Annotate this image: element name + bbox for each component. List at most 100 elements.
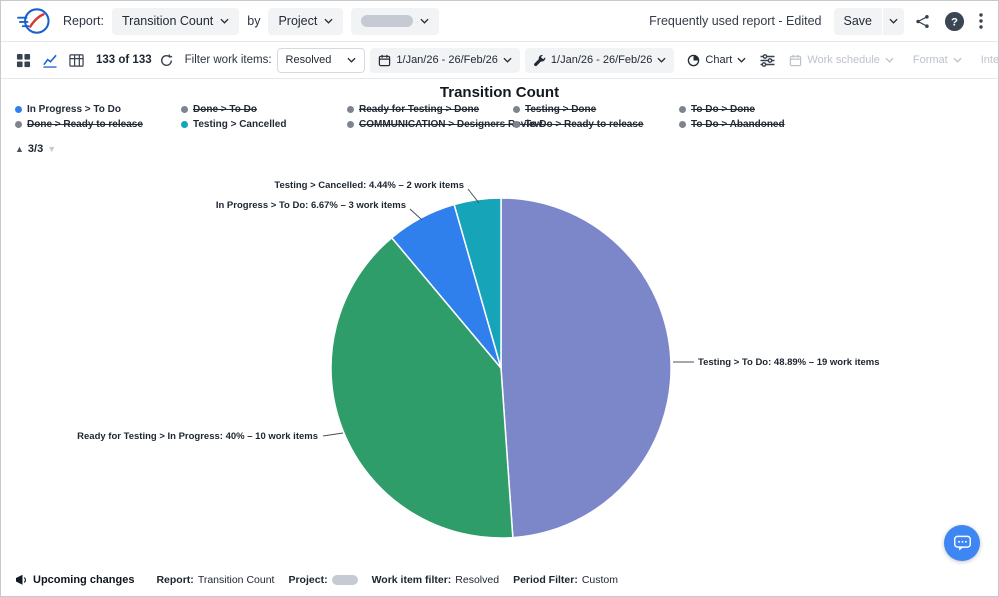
period-range-value: 1/Jan/26 - 26/Feb/26 [396,54,498,66]
line-chart-icon [43,54,57,68]
chevron-down-icon [657,57,666,63]
legend-dot-icon [513,106,520,113]
upcoming-changes-label: Upcoming changes [33,574,135,586]
legend-label: Testing > Cancelled [193,119,287,130]
footer-report-summary: Report: Transition Count [156,574,274,586]
legend-item[interactable]: To Do > Done [679,103,845,116]
legend-label: Done > To Do [193,104,257,115]
grid-view-button[interactable] [13,51,34,70]
legend-dot-icon [513,121,520,128]
group-by-select[interactable]: Project [268,7,344,35]
custom-period-select[interactable]: 1/Jan/26 - 26/Feb/26 [524,47,675,73]
save-split-button: Save [833,7,904,35]
legend-item[interactable]: To Do > Abandoned [679,118,845,131]
footer-report-value: Transition Count [197,574,275,586]
leader-line-ready-testing [322,432,344,437]
legend-page-indicator: 3/3 [27,143,44,155]
legend-label: In Progress > To Do [27,104,121,115]
wrench-icon [533,54,546,66]
chevron-down-icon [889,18,898,24]
app-logo-icon[interactable] [13,3,55,39]
save-options-button[interactable] [883,7,904,35]
save-button[interactable]: Save [833,7,882,35]
work-item-count: 133 of 133 [96,54,152,66]
legend-pager: ▲ 3/3 ▼ [15,143,56,155]
interval-select[interactable]: Interval [973,48,999,73]
project-select[interactable] [351,7,440,35]
legend-label: To Do > Ready to release [525,119,644,130]
legend-dot-icon [679,121,686,128]
legend-dot-icon [181,106,188,113]
redacted-project-name [331,575,358,585]
pie-slice[interactable] [500,197,672,539]
format-select[interactable]: Format [905,48,970,73]
by-label: by [247,14,261,28]
legend-label: To Do > Abandoned [691,119,785,130]
legend-item[interactable]: Done > Ready to release [15,118,181,131]
slice-label-testing-todo: Testing > To Do: 48.89% – 19 work items [698,357,880,368]
share-icon [916,14,929,28]
pie-slice[interactable] [330,237,514,539]
legend-dot-icon [347,106,354,113]
chart-type-value: Chart [705,54,733,66]
legend-item[interactable]: In Progress > To Do [15,103,181,116]
chart-type-select[interactable]: Chart [679,48,754,73]
legend-item[interactable]: To Do > Ready to release [513,118,679,131]
more-menu-button[interactable] [976,10,986,32]
interval-value: Interval [980,54,999,66]
legend-dot-icon [15,121,22,128]
format-value: Format [912,54,948,66]
legend-item[interactable]: Testing > Done [513,103,679,116]
refresh-button[interactable] [157,51,176,70]
chart-view-button[interactable] [39,51,61,70]
upcoming-changes-link[interactable]: Upcoming changes [15,574,134,586]
chevron-down-icon [953,57,962,63]
period-select[interactable]: 1/Jan/26 - 26/Feb/26 [370,47,520,73]
footer-period-filter-label: Period Filter: [513,574,578,586]
legend-dot-icon [347,121,354,128]
legend-label: Ready for Testing > Done [359,104,480,115]
chat-widget-button[interactable] [944,525,980,561]
legend-item[interactable]: COMMUNICATION > Designers Review [347,118,542,131]
grid-view-icon [16,53,31,67]
work-schedule-select[interactable]: Work schedule [781,48,902,73]
filter-work-items-label: Filter work items: [184,54,272,66]
help-button[interactable]: ? [941,8,968,35]
report-type-select[interactable]: Transition Count [112,7,240,35]
footer-project-label: Project: [288,574,328,586]
table-view-icon [69,53,84,67]
help-icon: ? [944,11,965,31]
chevron-down-icon [347,57,356,63]
legend-dot-icon [15,106,22,113]
pie-slice[interactable] [453,197,502,369]
footer-report-label: Report: [156,574,194,586]
work-item-filter-select[interactable]: Resolved [276,47,366,73]
footer-project-summary: Project: [288,574,358,586]
slice-label-testing-cancelled: Testing > Cancelled: 4.44% – 2 work item… [274,180,464,191]
header-right-group: Frequently used report - Edited Save ? [649,7,986,35]
chevron-down-icon [420,18,429,24]
work-item-filter-value: Resolved [285,54,332,66]
legend-label: To Do > Done [691,104,755,115]
legend-dot-icon [679,106,686,113]
table-view-button[interactable] [66,51,87,70]
legend-item[interactable]: Ready for Testing > Done [347,103,513,116]
legend-item[interactable]: Testing > Cancelled [181,118,347,131]
calendar-icon [379,54,391,66]
calendar-icon [790,54,802,66]
slice-label-inprogress-todo: In Progress > To Do: 6.67% – 3 work item… [216,200,406,211]
kebab-menu-icon [979,13,983,29]
refresh-icon [160,53,172,66]
leader-line-inprogress-todo [409,208,423,221]
chart-settings-button[interactable] [757,51,778,70]
chevron-down-icon [503,57,512,63]
chart-area: Transition Count In Progress > To Do Done… [1,79,998,564]
legend-page-down-button[interactable]: ▼ [47,143,57,154]
share-button[interactable] [912,11,933,32]
chevron-down-icon [324,18,333,24]
legend-label: COMMUNICATION > Designers Review [359,119,543,130]
report-label: Report: [63,14,104,28]
legend-item[interactable]: Done > To Do [181,103,347,116]
chart-legend: In Progress > To Do Done > Ready to relea… [15,103,845,131]
legend-page-up-button[interactable]: ▲ [15,143,24,154]
